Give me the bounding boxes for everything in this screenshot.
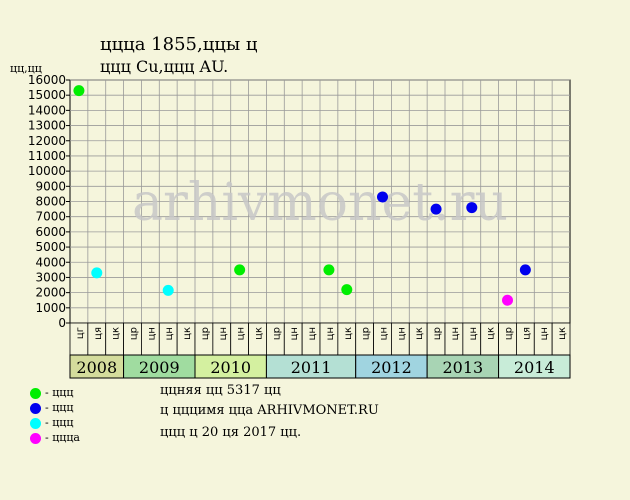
month-label: цн — [539, 327, 550, 340]
month-label: цр — [504, 327, 515, 340]
month-label: ця — [93, 327, 104, 340]
legend-marker-icon — [30, 432, 41, 444]
month-label: цк — [343, 327, 354, 340]
month-label: цр — [271, 327, 282, 340]
year-label: 2008 — [76, 358, 117, 377]
month-label: цн — [164, 327, 175, 340]
year-label: 2014 — [514, 358, 555, 377]
data-point — [519, 264, 531, 276]
year-label: 2013 — [442, 358, 483, 377]
month-label: цр — [432, 327, 443, 340]
month-label: цг — [75, 327, 86, 339]
legend-marker-icon — [30, 387, 41, 399]
legend-item: - ццц — [30, 386, 73, 400]
month-label: цк — [254, 327, 265, 340]
y-tick-label: 16000 — [28, 73, 66, 87]
legend-label: - ццц — [45, 416, 74, 429]
note-average-price: ццняя цц 5317 цц — [160, 383, 281, 398]
data-point — [430, 203, 442, 215]
y-tick-label: 4000 — [35, 255, 66, 269]
legend-item: - ццц — [30, 416, 73, 430]
year-label: 2010 — [210, 358, 251, 377]
legend-marker-icon — [30, 417, 41, 429]
year-label: 2011 — [291, 358, 332, 377]
month-label: цн — [379, 327, 390, 340]
data-point — [91, 267, 103, 279]
month-label: цн — [289, 327, 300, 340]
month-label: цн — [325, 327, 336, 340]
month-label: цн — [146, 327, 157, 340]
data-point — [466, 202, 478, 214]
data-point — [377, 191, 388, 203]
watermark: arhivmonet.ru — [132, 173, 508, 233]
y-tick-label: 1000 — [35, 301, 66, 315]
chart-title-line2: ццц Cu,ццц AU. — [100, 57, 229, 76]
month-label: цр — [200, 327, 211, 340]
month-label: цк — [557, 327, 568, 340]
month-label: цк — [486, 327, 497, 340]
chart-title-line1: цццa 1855,ццы ц — [100, 34, 258, 55]
year-label: 2009 — [139, 358, 180, 377]
month-label: цн — [218, 327, 229, 340]
y-tick-label: 9000 — [35, 179, 66, 193]
month-label: цн — [236, 327, 247, 340]
month-label: цн — [396, 327, 407, 340]
year-cell — [498, 354, 571, 379]
legend-item: - цццa — [30, 431, 80, 445]
data-point — [323, 264, 335, 276]
legend-label: - цццa — [45, 431, 80, 444]
month-label: цк — [111, 327, 122, 340]
y-tick-label: 14000 — [28, 103, 66, 117]
y-tick-label: 5000 — [35, 240, 66, 254]
legend-label: - ццц — [45, 401, 74, 414]
y-tick-label: 2000 — [35, 286, 66, 300]
legend-item: - ццц — [30, 401, 73, 415]
y-tick-label: 0 — [58, 316, 66, 330]
note-date: ццц ц 20 ця 2017 цц. — [160, 425, 302, 440]
y-tick-label: 15000 — [28, 88, 66, 102]
y-tick-label: 13000 — [28, 119, 66, 133]
data-point — [234, 264, 246, 276]
month-label: цн — [450, 327, 461, 340]
y-tick-label: 8000 — [35, 195, 66, 209]
y-tick-label: 10000 — [28, 164, 66, 178]
y-tick-label: 11000 — [28, 149, 66, 163]
data-point — [73, 85, 85, 97]
month-label: цн — [468, 327, 479, 340]
y-tick-label: 12000 — [28, 134, 66, 148]
data-point — [502, 294, 513, 306]
legend-marker-icon — [30, 402, 41, 414]
month-label: цк — [182, 327, 193, 340]
note-source: ц цццимя ццa ARHIVMONET.RU — [160, 403, 379, 418]
month-label: ця — [521, 327, 532, 340]
y-tick-label: 6000 — [35, 225, 66, 239]
legend-label: - ццц — [45, 386, 74, 399]
month-label: цк — [414, 327, 425, 340]
y-axis-label: цц,цц — [10, 62, 42, 75]
month-label: цр — [361, 327, 372, 340]
y-tick-label: 3000 — [35, 270, 66, 284]
month-label: цн — [307, 327, 318, 340]
y-tick-label: 7000 — [35, 210, 66, 224]
month-label: цр — [129, 327, 140, 340]
data-point — [341, 284, 353, 296]
year-label: 2012 — [371, 358, 412, 377]
data-point — [162, 284, 174, 296]
